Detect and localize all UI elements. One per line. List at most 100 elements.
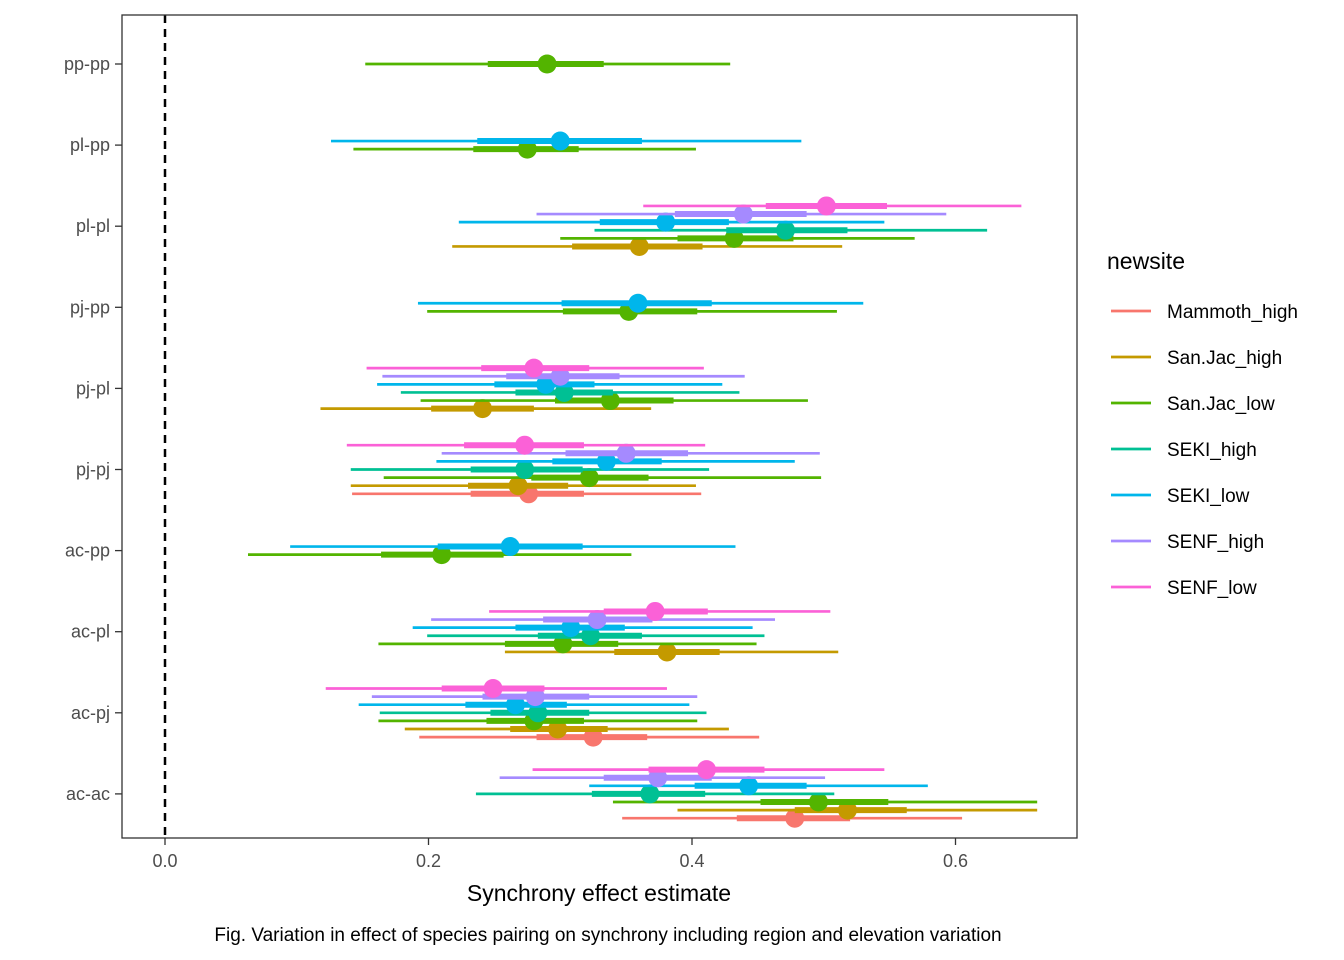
point-estimate bbox=[581, 626, 601, 646]
interval-senf-high-ac-ac bbox=[499, 768, 826, 788]
legend-label: Mammoth_high bbox=[1167, 302, 1298, 323]
y-tick-label: pl-pp bbox=[70, 135, 110, 155]
point-estimate bbox=[473, 399, 493, 419]
y-tick-label: pj-pj bbox=[76, 460, 110, 480]
panel-background bbox=[122, 15, 1077, 838]
interval-senf-low-pj-pj bbox=[346, 435, 706, 455]
point-estimate bbox=[837, 800, 857, 820]
point-estimate bbox=[528, 703, 548, 723]
y-tick-label: ac-ac bbox=[66, 784, 110, 804]
figure-caption: Fig. Variation in effect of species pair… bbox=[214, 925, 1001, 946]
axes: pp-pp pl-pp pl-pl pj-pp pj-pl pj-pj ac-pp ac-pl… bbox=[64, 54, 968, 871]
interval-mammoth-high-ac-ac bbox=[622, 808, 963, 828]
interval-senf-high-pj-pj bbox=[441, 443, 820, 463]
y-tick-label: pj-pl bbox=[76, 378, 110, 398]
interval-san-jac-low-pj-pj bbox=[383, 468, 822, 488]
interval-san-jac-low-ac-ac bbox=[612, 792, 1038, 812]
interval-senf-high-ac-pl bbox=[431, 610, 776, 630]
point-estimate bbox=[629, 236, 649, 256]
x-tick-label: 0.2 bbox=[416, 851, 441, 871]
interval-senf-low-ac-pl bbox=[489, 601, 831, 621]
point-estimate bbox=[525, 687, 545, 707]
interval-senf-high-pl-pl bbox=[536, 204, 947, 224]
point-estimate bbox=[648, 768, 668, 788]
interval-seki-low-ac-pp bbox=[290, 537, 736, 557]
point-estimate bbox=[554, 382, 574, 402]
x-tick-label: 0.0 bbox=[152, 851, 177, 871]
interval-san-jac-low-ac-pp bbox=[248, 545, 632, 565]
point-estimate bbox=[656, 212, 676, 232]
interval-seki-high-pj-pl bbox=[400, 382, 740, 402]
x-tick-label: 0.6 bbox=[943, 851, 968, 871]
legend: newsite Mammoth_high San.Jac_high San.Jac_… bbox=[1107, 248, 1298, 599]
interval-seki-high-pl-pl bbox=[594, 220, 988, 240]
interval-seki-low-ac-pj bbox=[358, 695, 690, 715]
legend-title: newsite bbox=[1107, 248, 1185, 274]
interval-san-jac-high-pl-pl bbox=[452, 236, 843, 256]
point-estimate bbox=[733, 204, 753, 224]
interval-seki-low-pj-pp bbox=[417, 293, 864, 313]
point-estimate bbox=[505, 695, 525, 715]
y-tick-label: ac-pl bbox=[71, 622, 110, 642]
point-estimate bbox=[587, 610, 607, 630]
interval-san-jac-high-pj-pl bbox=[320, 399, 652, 419]
point-estimate bbox=[553, 634, 573, 654]
point-estimate bbox=[596, 451, 616, 471]
point-estimate bbox=[640, 784, 660, 804]
interval-seki-high-ac-pj bbox=[379, 703, 707, 723]
point-estimate bbox=[548, 719, 568, 739]
interval-mammoth-high-pj-pj bbox=[352, 484, 702, 504]
interval-seki-low-pj-pl bbox=[377, 374, 723, 394]
point-estimate bbox=[739, 776, 759, 796]
legend-label: SENF_high bbox=[1167, 532, 1264, 553]
interval-senf-low-pl-pl bbox=[643, 196, 1022, 216]
y-tick-label: pl-pl bbox=[76, 216, 110, 236]
y-tick-label: pj-pp bbox=[70, 297, 110, 317]
point-estimate bbox=[579, 468, 599, 488]
point-estimate bbox=[628, 293, 648, 313]
interval-seki-low-ac-pl bbox=[412, 618, 753, 638]
interval-seki-low-pl-pp bbox=[331, 131, 802, 151]
point-estimate bbox=[483, 679, 503, 698]
interval-senf-low-ac-ac bbox=[532, 760, 885, 780]
point-estimate bbox=[696, 760, 716, 780]
panel-border bbox=[121, 14, 1078, 839]
point-estimate bbox=[537, 54, 557, 74]
point-estimate bbox=[536, 374, 556, 394]
x-tick-label: 0.4 bbox=[679, 851, 704, 871]
point-estimate bbox=[432, 545, 452, 565]
point-estimate bbox=[550, 131, 570, 151]
interval-san-jac-low-pl-pl bbox=[560, 228, 915, 248]
interval-san-jac-low-pj-pl bbox=[420, 391, 808, 411]
legend-label: San.Jac_high bbox=[1167, 348, 1282, 369]
y-tick-label: ac-pj bbox=[71, 703, 110, 723]
point-estimate bbox=[645, 601, 665, 621]
interval-seki-low-ac-ac bbox=[589, 776, 928, 796]
point-estimate bbox=[500, 537, 520, 557]
interval-san-jac-high-ac-ac bbox=[677, 800, 1038, 820]
legend-label: SEKI_high bbox=[1167, 440, 1257, 461]
legend-label: San.Jac_low bbox=[1167, 394, 1275, 415]
plot-area bbox=[121, 14, 1078, 839]
legend-label: SENF_low bbox=[1167, 578, 1257, 599]
point-estimate bbox=[550, 366, 570, 386]
interval-senf-low-ac-pj bbox=[325, 679, 667, 698]
interval-seki-low-pj-pj bbox=[436, 451, 795, 471]
interval-senf-high-pj-pl bbox=[382, 366, 745, 386]
legend-label: SEKI_low bbox=[1167, 486, 1250, 507]
interval-san-jac-high-ac-pj bbox=[404, 719, 729, 739]
interval-senf-low-pj-pl bbox=[366, 358, 704, 378]
point-estimate bbox=[600, 391, 620, 411]
point-estimate bbox=[816, 196, 836, 216]
point-estimate bbox=[561, 618, 581, 638]
point-estimate bbox=[785, 808, 805, 828]
interval-seki-high-ac-pl bbox=[427, 626, 765, 646]
interval-san-jac-high-pj-pj bbox=[350, 476, 696, 496]
point-estimate bbox=[616, 443, 636, 463]
point-estimate bbox=[524, 358, 544, 378]
interval-san-jac-low-pp-pp bbox=[365, 54, 731, 74]
point-estimate bbox=[515, 435, 535, 455]
interval-san-jac-low-ac-pl bbox=[378, 634, 757, 654]
y-tick-label: ac-pp bbox=[65, 541, 110, 561]
